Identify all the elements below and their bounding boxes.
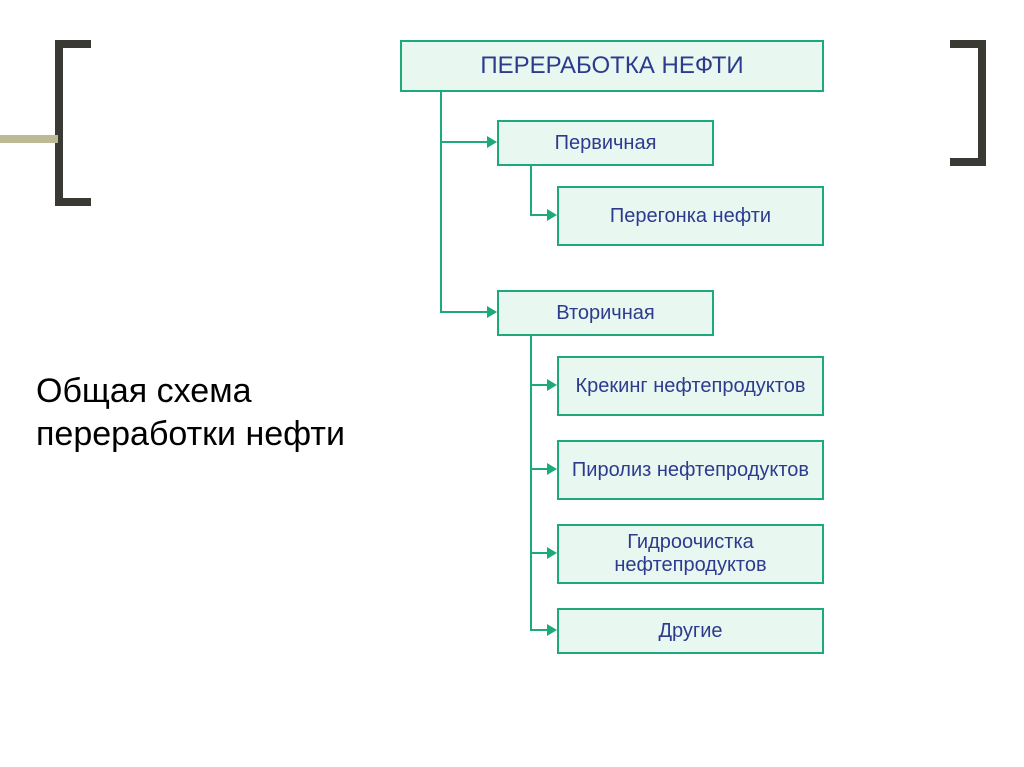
arrowhead-icon — [547, 547, 557, 559]
connector-trunk — [440, 88, 442, 311]
horizontal-rule — [0, 135, 58, 143]
node-primary: Первичная — [497, 120, 714, 166]
connector-branch — [440, 141, 489, 143]
arrowhead-icon — [487, 136, 497, 148]
connector-branch — [440, 311, 489, 313]
arrowhead-icon — [547, 209, 557, 221]
node-hydro: Гидроочистка нефтепродуктов — [557, 524, 824, 584]
node-other: Другие — [557, 608, 824, 654]
diagram-title: Общая схема переработки нефти — [36, 370, 396, 455]
node-root: ПЕРЕРАБОТКА НЕФТИ — [400, 40, 824, 92]
arrowhead-icon — [547, 624, 557, 636]
bracket-left — [55, 40, 91, 206]
bracket-right — [950, 40, 986, 166]
arrowhead-icon — [547, 379, 557, 391]
node-distill: Перегонка нефти — [557, 186, 824, 246]
arrowhead-icon — [547, 463, 557, 475]
connector-trunk — [530, 332, 532, 629]
node-cracking: Крекинг нефтепродуктов — [557, 356, 824, 416]
node-secondary: Вторичная — [497, 290, 714, 336]
connector-trunk — [530, 162, 532, 214]
arrowhead-icon — [487, 306, 497, 318]
node-pyrolysis: Пиролиз нефтепродуктов — [557, 440, 824, 500]
